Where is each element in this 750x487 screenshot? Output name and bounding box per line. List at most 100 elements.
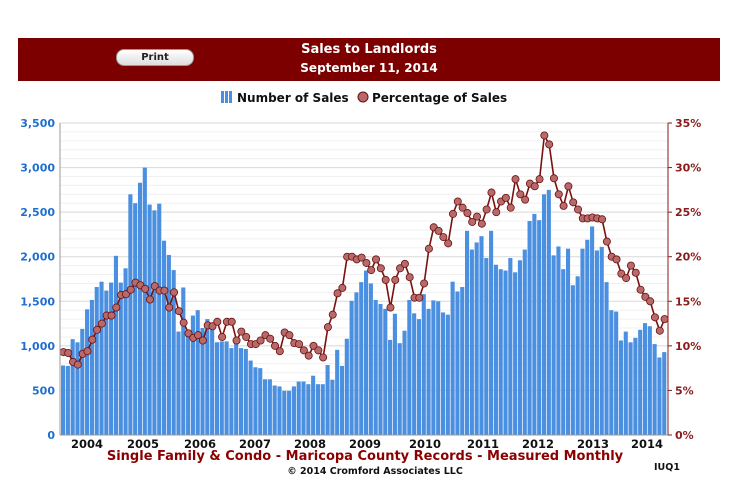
percentage-point xyxy=(400,259,409,268)
percentage-point xyxy=(309,341,318,350)
y-left-tick-label: 2,500 xyxy=(20,206,55,219)
sales-bar xyxy=(147,204,152,435)
sales-bar xyxy=(416,319,422,435)
y-right-tick-label: 35% xyxy=(675,117,701,130)
chart-title: Sales to Landlords xyxy=(301,42,437,57)
percentage-point xyxy=(636,285,645,294)
percentage-point xyxy=(439,233,448,242)
percentage-point xyxy=(386,303,395,312)
percentage-point xyxy=(602,237,611,246)
sales-bar xyxy=(383,308,388,435)
percentage-point xyxy=(564,182,573,191)
sales-bar xyxy=(306,384,311,435)
sales-bar xyxy=(590,226,595,435)
sales-bar xyxy=(561,269,566,435)
sales-bar xyxy=(152,210,157,435)
sales-bar xyxy=(267,379,272,435)
sales-bar xyxy=(248,360,253,435)
percentage-point xyxy=(521,195,530,204)
x-tick-label: 2004 xyxy=(71,437,103,451)
percentage-point xyxy=(333,289,342,298)
sales-bar xyxy=(662,352,667,435)
percentage-point xyxy=(549,174,558,183)
sales-bar xyxy=(109,282,114,435)
percentage-point xyxy=(83,347,92,356)
sales-bar xyxy=(628,342,633,435)
sales-bar xyxy=(171,270,176,435)
x-tick-label: 2013 xyxy=(577,437,609,451)
sales-bar xyxy=(614,311,619,435)
sales-bar xyxy=(224,341,229,435)
sales-bar xyxy=(469,249,474,435)
sales-bar xyxy=(339,365,345,435)
sales-bar xyxy=(181,287,186,435)
percentage-point xyxy=(93,325,102,334)
percentage-point xyxy=(458,203,467,212)
y-right-tick-label: 5% xyxy=(675,384,694,397)
percentage-point xyxy=(626,261,635,270)
y-left-tick-label: 500 xyxy=(32,384,55,397)
percentage-point xyxy=(535,175,544,184)
sales-bar xyxy=(652,344,657,435)
sales-bar xyxy=(243,348,248,435)
percentage-point xyxy=(299,346,308,355)
chart-date: September 11, 2014 xyxy=(300,61,438,75)
sales-bar xyxy=(455,291,460,435)
percentage-point xyxy=(323,323,332,332)
percentage-point xyxy=(405,273,414,282)
sales-bar xyxy=(407,299,412,435)
percentage-point xyxy=(256,336,265,345)
print-button[interactable]: Print xyxy=(116,49,194,66)
percentage-point xyxy=(631,268,640,277)
sales-bar xyxy=(89,299,94,435)
percentage-point xyxy=(655,326,664,335)
percentage-point xyxy=(237,327,246,336)
sales-bar xyxy=(190,315,195,435)
percentage-point xyxy=(381,275,390,284)
y-left-tick-label: 0 xyxy=(47,429,55,442)
sales-bar xyxy=(70,339,75,435)
sales-bar xyxy=(585,239,590,435)
legend-marker-icon xyxy=(357,91,369,103)
sales-bar xyxy=(551,255,556,435)
percentage-point xyxy=(487,188,496,197)
percentage-point xyxy=(242,332,251,341)
sales-bar xyxy=(609,310,614,435)
percentage-point xyxy=(367,266,376,275)
sales-bar xyxy=(195,310,200,435)
sales-bar xyxy=(99,281,104,435)
sales-bar xyxy=(291,386,296,435)
sales-bar xyxy=(133,203,138,435)
sales-bar xyxy=(210,325,215,435)
sales-bar xyxy=(330,379,335,435)
percentage-point xyxy=(141,284,150,293)
sales-bar xyxy=(580,248,585,435)
percentage-point xyxy=(64,348,73,357)
percentage-point xyxy=(598,215,607,224)
percentage-point xyxy=(357,253,366,262)
percentage-point xyxy=(170,288,179,297)
x-tick-label: 2005 xyxy=(127,437,159,451)
legend-bar-icon-3 xyxy=(229,91,232,103)
percentage-point xyxy=(107,311,116,320)
sales-bar xyxy=(489,230,494,435)
percentage-point xyxy=(174,307,183,316)
sales-bar xyxy=(85,309,90,435)
percentage-point xyxy=(208,322,217,331)
percentage-point xyxy=(232,336,241,345)
percentage-point xyxy=(420,279,429,288)
percentage-point xyxy=(314,346,323,355)
sales-bar xyxy=(594,250,599,435)
percentage-point xyxy=(506,203,515,212)
y-right-tick-label: 15% xyxy=(675,295,701,308)
sales-bar xyxy=(354,292,359,435)
sales-bar xyxy=(431,300,436,435)
sales-bar xyxy=(325,365,330,435)
percentage-point xyxy=(477,219,486,228)
percentage-point xyxy=(304,351,313,360)
sales-bar xyxy=(75,342,80,435)
sales-bar xyxy=(623,331,628,435)
percentage-point xyxy=(391,275,400,284)
percentage-point xyxy=(530,182,539,191)
sales-bar xyxy=(113,255,119,435)
